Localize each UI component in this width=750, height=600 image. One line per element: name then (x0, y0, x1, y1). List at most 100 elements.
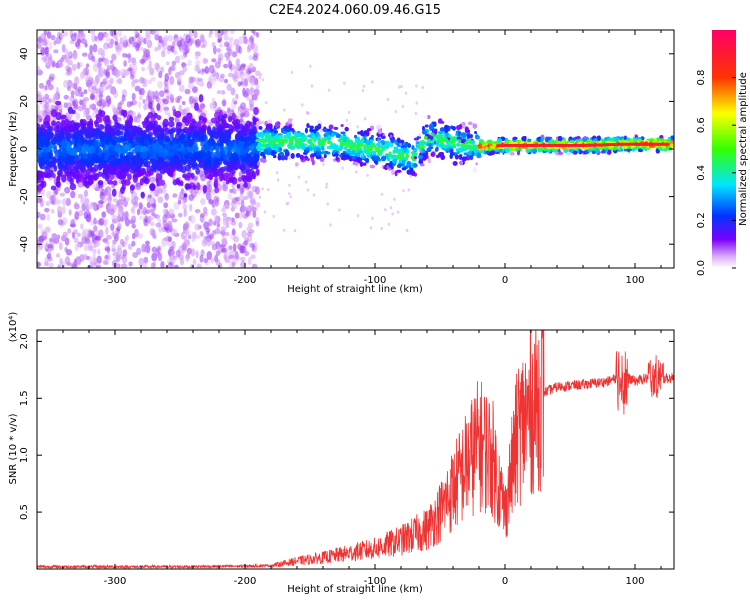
heatmap-cell (165, 95, 170, 101)
heatmap-cell (463, 117, 467, 122)
heatmap-cell (82, 153, 88, 160)
heatmap-cell (244, 250, 250, 257)
heatmap-cell (195, 152, 202, 161)
heatmap-cell (217, 125, 224, 132)
heatmap-cell (195, 167, 200, 175)
heatmap-cell (162, 123, 168, 132)
heatmap-cell (51, 60, 56, 68)
heatmap-cell (115, 50, 121, 56)
heatmap-cell (241, 165, 248, 175)
heatmap-cell (248, 62, 254, 71)
heatmap-cell (440, 120, 445, 124)
heatmap-cell (168, 128, 176, 134)
heatmap-cell (51, 173, 56, 179)
heatmap-cell (181, 101, 186, 106)
heatmap-cell (209, 30, 213, 35)
heatmap-cell (255, 220, 260, 227)
heatmap-cell (76, 232, 81, 237)
heatmap-cell (64, 186, 71, 194)
heatmap-cell (196, 264, 202, 268)
heatmap-cell (152, 95, 158, 100)
heatmap-cell (158, 35, 163, 44)
heatmap-cell (61, 174, 67, 183)
heatmap-cell (238, 45, 242, 54)
heatmap-cell (239, 69, 244, 75)
heatmap-cell (156, 214, 161, 221)
heatmap-cell (204, 66, 209, 74)
heatmap-cell (164, 192, 169, 201)
heatmap-cell (138, 89, 142, 95)
heatmap-cell (202, 184, 208, 194)
heatmap-cell (120, 186, 125, 195)
heatmap-cell (146, 39, 153, 49)
heatmap-cell (131, 80, 136, 88)
heatmap-cell (57, 218, 63, 226)
heatmap-cell (222, 113, 228, 119)
heatmap-cell (248, 54, 253, 61)
heatmap-cell (107, 179, 114, 185)
heatmap-cell (186, 239, 190, 247)
heatmap-cell (57, 264, 61, 268)
heatmap-cell (228, 176, 236, 182)
heatmap-cell (138, 202, 143, 210)
heatmap-cell (230, 87, 236, 96)
heatmap-cell (177, 195, 182, 201)
heatmap-cell (132, 164, 139, 172)
heatmap-cell (48, 237, 54, 243)
heatmap-cell (92, 43, 98, 53)
heatmap-cell (64, 256, 71, 265)
heatmap-cell (201, 128, 207, 134)
heatmap-cell (223, 34, 229, 41)
heatmap-cell (66, 50, 72, 57)
heatmap-cell (203, 221, 210, 230)
heatmap-cell (59, 192, 66, 197)
heatmap-cell (65, 56, 71, 61)
heatmap-cell (177, 179, 182, 186)
heatmap-cell (62, 231, 69, 238)
heatmap-cell (170, 45, 175, 53)
heatmap-cell (111, 53, 117, 61)
heatmap-cell (43, 120, 50, 126)
heatmap-cell (150, 77, 156, 82)
heatmap-cell (67, 59, 73, 66)
heatmap-cell (59, 257, 63, 266)
heatmap-cell (74, 76, 80, 86)
heatmap-cell (232, 235, 239, 243)
heatmap-cell (248, 141, 252, 146)
heatmap-cell (222, 215, 229, 222)
heatmap-cell (185, 254, 190, 262)
heatmap-cell (475, 162, 479, 166)
heatmap-cell (295, 153, 301, 158)
heatmap-cell (55, 253, 61, 258)
heatmap-cell (200, 44, 206, 49)
heatmap-cell (171, 240, 176, 249)
heatmap-cell (252, 94, 258, 101)
heatmap-cell (83, 189, 88, 198)
heatmap-cell (156, 114, 162, 121)
heatmap-cell (215, 215, 219, 222)
heatmap-cell (97, 149, 103, 158)
heatmap-cell (200, 249, 205, 257)
heatmap-cell (41, 34, 46, 40)
heatmap-cell (239, 193, 244, 201)
heatmap-cell (124, 236, 128, 246)
heatmap-cell (98, 229, 104, 239)
heatmap-cell (56, 125, 60, 131)
heatmap-cell (199, 212, 205, 218)
heatmap-cell (231, 229, 236, 236)
heatmap-cell (221, 90, 225, 95)
heatmap-cell (148, 101, 153, 110)
heatmap-cell (50, 194, 56, 204)
heatmap-cell (89, 30, 96, 35)
heatmap-cell (187, 59, 192, 66)
heatmap-cell (165, 61, 170, 66)
heatmap-cell (158, 90, 165, 98)
heatmap-cell (95, 264, 101, 268)
heatmap-cell (226, 83, 232, 92)
heatmap-cell (179, 54, 186, 60)
heatmap-cell (178, 84, 185, 93)
heatmap-cell (120, 109, 126, 116)
heatmap-cell (193, 137, 200, 143)
heatmap-cell (116, 247, 123, 257)
heatmap-cell (79, 71, 85, 80)
